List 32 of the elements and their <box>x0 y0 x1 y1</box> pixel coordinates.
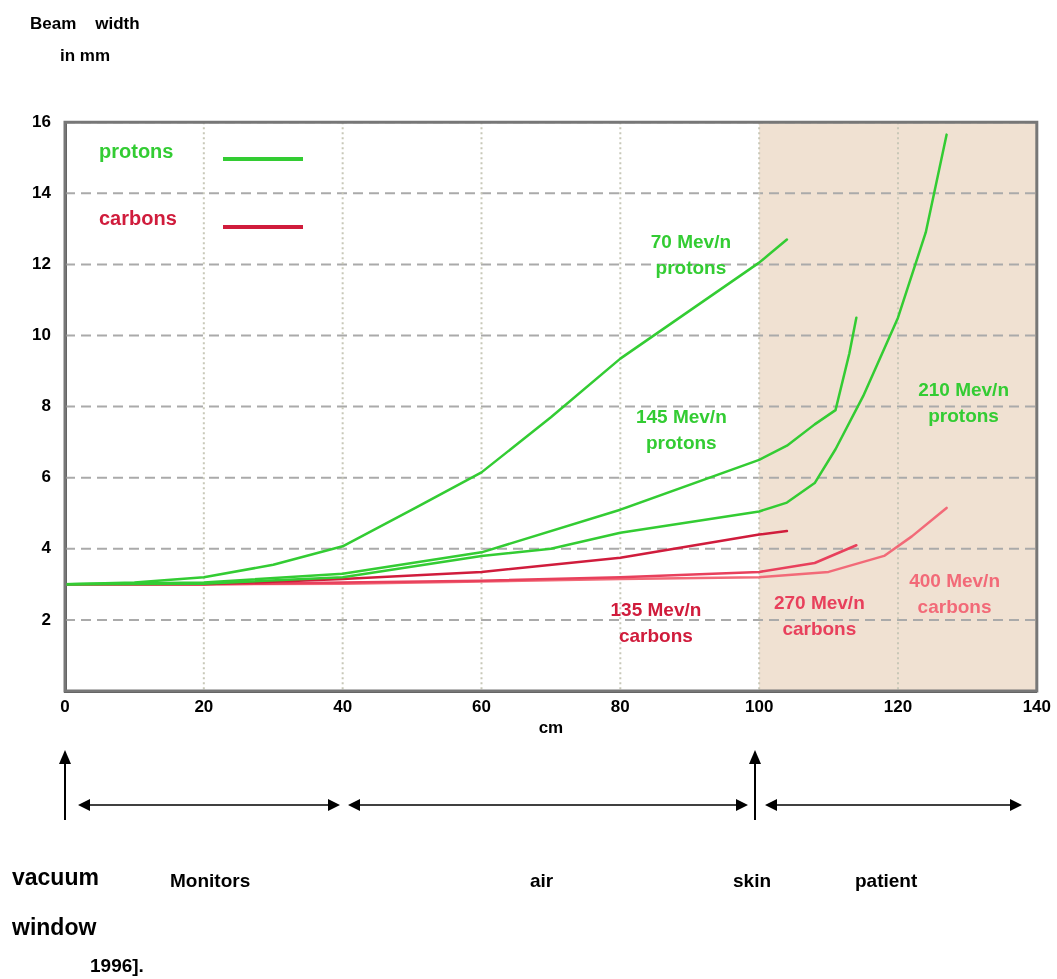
text: 135 Mev/n carbons <box>610 599 702 647</box>
annotation: protons <box>99 140 174 163</box>
y-tick-label: 8 <box>41 396 51 416</box>
y-tick-label: 16 <box>32 111 51 131</box>
x-tick-label: 20 <box>194 696 214 716</box>
text: Monitors <box>170 870 251 892</box>
x-tick-label: 60 <box>472 696 491 716</box>
text: 1996]. <box>90 955 144 977</box>
x-tick-label: 40 <box>333 696 353 716</box>
y-tick-label: 12 <box>32 254 51 274</box>
y-tick-label: 2 <box>41 609 51 629</box>
text: 210 Mev/n protons <box>918 378 1009 426</box>
x-tick-label: 140 <box>1022 696 1052 716</box>
text: patient <box>855 870 918 892</box>
y-tick-label: 14 <box>32 182 52 202</box>
text: vacuum window <box>12 863 100 942</box>
series-label: 145 Mev/n protons <box>635 405 727 453</box>
x-tick-label: 100 <box>744 696 774 716</box>
y-axis-title: Beam width in mm <box>30 14 140 66</box>
text: skin <box>733 870 772 892</box>
x-tick-label: 0 <box>60 696 70 716</box>
series-label: 400 Mev/n carbons <box>909 570 1000 618</box>
y-tick-label: 4 <box>41 538 52 558</box>
x-tick-label: 80 <box>610 696 630 716</box>
x-axis-title: cm <box>538 718 564 738</box>
text: air <box>530 870 554 892</box>
y-tick-label: 10 <box>32 325 51 345</box>
y-tick-label: 6 <box>41 467 51 487</box>
series-label: 270 Mev/n carbons <box>773 592 865 640</box>
series-label: 70 Mev/n protons <box>650 230 732 278</box>
annotation: carbons <box>99 207 177 230</box>
x-tick-label: 120 <box>883 696 913 716</box>
